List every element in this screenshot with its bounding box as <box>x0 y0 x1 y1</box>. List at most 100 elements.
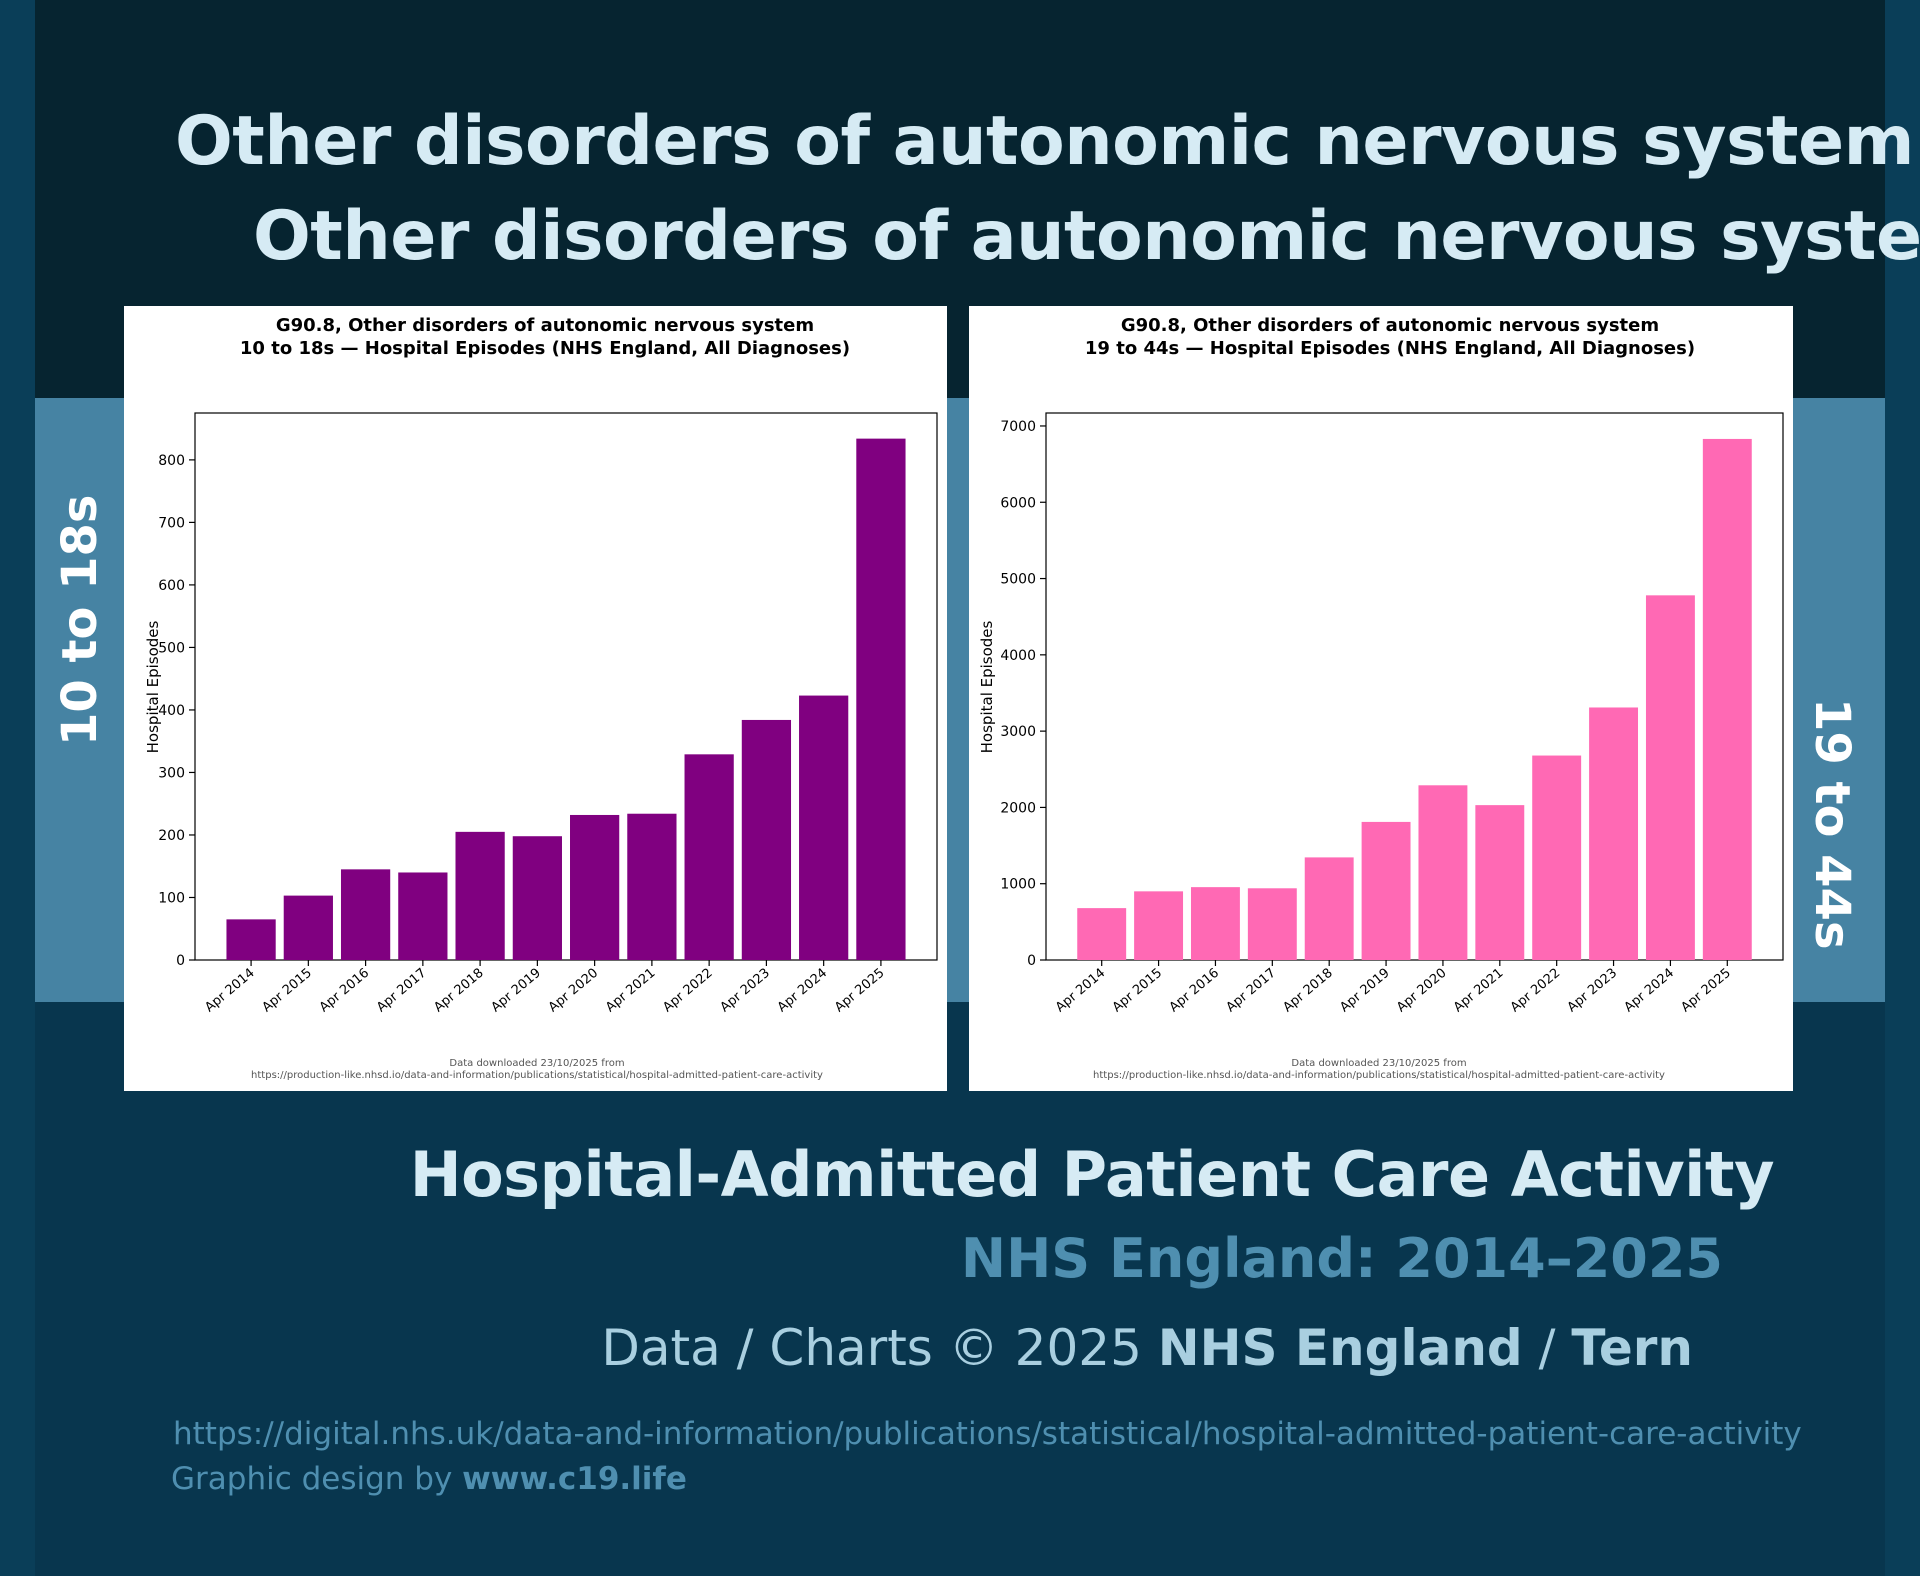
x-tick-label: Apr 2025 <box>1678 966 1733 1016</box>
x-tick-label: Apr 2020 <box>546 966 601 1016</box>
page-title-line2: Other disorders of autonomic nervous sys… <box>253 197 1920 276</box>
x-tick-label: Apr 2017 <box>1224 966 1279 1016</box>
source-url-link[interactable]: https://digital.nhs.uk/data-and-informat… <box>173 1416 1802 1452</box>
y-axis-label: Hospital Episodes <box>144 620 162 753</box>
axes-frame <box>1045 412 1784 961</box>
source-line1: Data downloaded 23/10/2025 from <box>449 1058 624 1069</box>
bar <box>1077 908 1127 960</box>
credit-org: NHS England <box>1157 1319 1523 1377</box>
x-tick-label: Apr 2021 <box>603 966 658 1016</box>
x-tick-label: Apr 2019 <box>489 966 544 1016</box>
left-edge-stripe <box>0 0 35 1576</box>
bar <box>512 836 562 960</box>
x-tick-label: Apr 2018 <box>1280 966 1335 1016</box>
chart-left: G90.8, Other disorders of autonomic nerv… <box>144 315 938 1081</box>
chart-title-line2: 10 to 18s — Hospital Episodes (NHS Engla… <box>240 338 850 359</box>
bar <box>627 813 677 960</box>
bar <box>741 719 792 960</box>
side-label-right-text: 19 to 44s <box>1804 698 1860 950</box>
x-tick-label: Apr 2024 <box>775 966 830 1016</box>
chart-title-line1: G90.8, Other disorders of autonomic nerv… <box>276 315 814 336</box>
bar <box>1134 891 1184 960</box>
side-label-right: 19 to 44s <box>1804 698 1860 950</box>
credit-prefix: Data / Charts © 2025 <box>601 1319 1158 1377</box>
x-tick-label: Apr 2022 <box>660 966 715 1016</box>
chart-title-line1: G90.8, Other disorders of autonomic nerv… <box>1121 315 1659 336</box>
x-tick-label: Apr 2017 <box>374 966 429 1016</box>
right-edge-stripe <box>1885 0 1920 1576</box>
y-tick-label: 2000 <box>1000 800 1036 816</box>
design-site-link[interactable]: www.c19.life <box>462 1461 687 1497</box>
bar <box>1190 887 1240 960</box>
side-label-left-text: 10 to 18s <box>52 494 108 746</box>
footer-credit: Data / Charts © 2025 NHS England / Tern <box>601 1323 1693 1373</box>
bar <box>1532 755 1582 960</box>
bar <box>799 695 849 960</box>
bar <box>570 814 620 960</box>
chart-panel-left: G90.8, Other disorders of autonomic nerv… <box>124 306 947 1091</box>
bar <box>1702 438 1752 961</box>
y-tick-label: 700 <box>158 515 185 531</box>
chart-right: G90.8, Other disorders of autonomic nerv… <box>978 315 1784 1081</box>
bar <box>1645 595 1695 960</box>
y-tick-label: 300 <box>158 765 185 781</box>
y-tick-label: 100 <box>158 890 185 906</box>
credit-sep: / <box>1522 1319 1572 1377</box>
bar <box>1418 785 1468 960</box>
chart-title-line2: 19 to 44s — Hospital Episodes (NHS Engla… <box>1085 338 1695 359</box>
bar <box>455 831 505 960</box>
chart-panel-right: G90.8, Other disorders of autonomic nerv… <box>969 306 1793 1091</box>
page-title-line1: Other disorders of autonomic nervous sys… <box>175 102 1914 181</box>
y-axis-label: Hospital Episodes <box>978 620 996 753</box>
x-tick-label: Apr 2020 <box>1394 966 1449 1016</box>
x-tick-label: Apr 2024 <box>1622 966 1677 1016</box>
bar <box>283 895 333 960</box>
x-tick-label: Apr 2016 <box>1167 966 1222 1016</box>
y-tick-label: 5000 <box>1000 572 1036 588</box>
y-tick-label: 0 <box>176 953 185 969</box>
bar <box>1475 805 1525 960</box>
side-label-left: 10 to 18s <box>52 494 108 746</box>
x-tick-label: Apr 2021 <box>1451 966 1506 1016</box>
x-tick-label: Apr 2019 <box>1337 966 1392 1016</box>
y-tick-label: 4000 <box>1000 648 1036 664</box>
y-tick-label: 3000 <box>1000 724 1036 740</box>
y-tick-label: 500 <box>158 640 185 656</box>
bar <box>398 872 448 960</box>
y-tick-label: 800 <box>158 453 185 469</box>
x-tick-label: Apr 2014 <box>202 966 257 1016</box>
bar <box>856 438 906 960</box>
y-tick-label: 7000 <box>1000 419 1036 435</box>
bar <box>1247 888 1297 960</box>
source-line2: https://production-like.nhsd.io/data-and… <box>251 1070 823 1081</box>
bar <box>684 754 734 960</box>
footer-title: Hospital-Admitted Patient Care Activity <box>409 1138 1775 1211</box>
bar <box>1589 707 1639 960</box>
x-tick-label: Apr 2015 <box>1110 966 1165 1016</box>
bar <box>340 869 391 960</box>
axes-frame <box>194 412 938 961</box>
y-tick-label: 600 <box>158 578 185 594</box>
y-tick-label: 400 <box>158 703 185 719</box>
x-tick-label: Apr 2023 <box>1565 966 1620 1016</box>
x-tick-label: Apr 2018 <box>431 966 486 1016</box>
x-tick-label: Apr 2015 <box>260 966 315 1016</box>
design-prefix: Graphic design by <box>171 1461 463 1497</box>
bar <box>1304 857 1354 960</box>
y-tick-label: 200 <box>158 828 185 844</box>
x-tick-label: Apr 2025 <box>832 966 887 1016</box>
y-tick-label: 0 <box>1027 953 1036 969</box>
y-tick-label: 1000 <box>1000 877 1036 893</box>
x-tick-label: Apr 2016 <box>317 966 372 1016</box>
design-credit: Graphic design by www.c19.life <box>171 1464 687 1495</box>
source-line2: https://production-like.nhsd.io/data-and… <box>1093 1070 1665 1081</box>
bar <box>226 919 276 960</box>
credit-author: Tern <box>1571 1319 1693 1377</box>
bar <box>1361 821 1411 960</box>
x-tick-label: Apr 2022 <box>1508 966 1563 1016</box>
y-tick-label: 6000 <box>1000 495 1036 511</box>
x-tick-label: Apr 2014 <box>1053 966 1108 1016</box>
source-line1: Data downloaded 23/10/2025 from <box>1291 1058 1466 1069</box>
